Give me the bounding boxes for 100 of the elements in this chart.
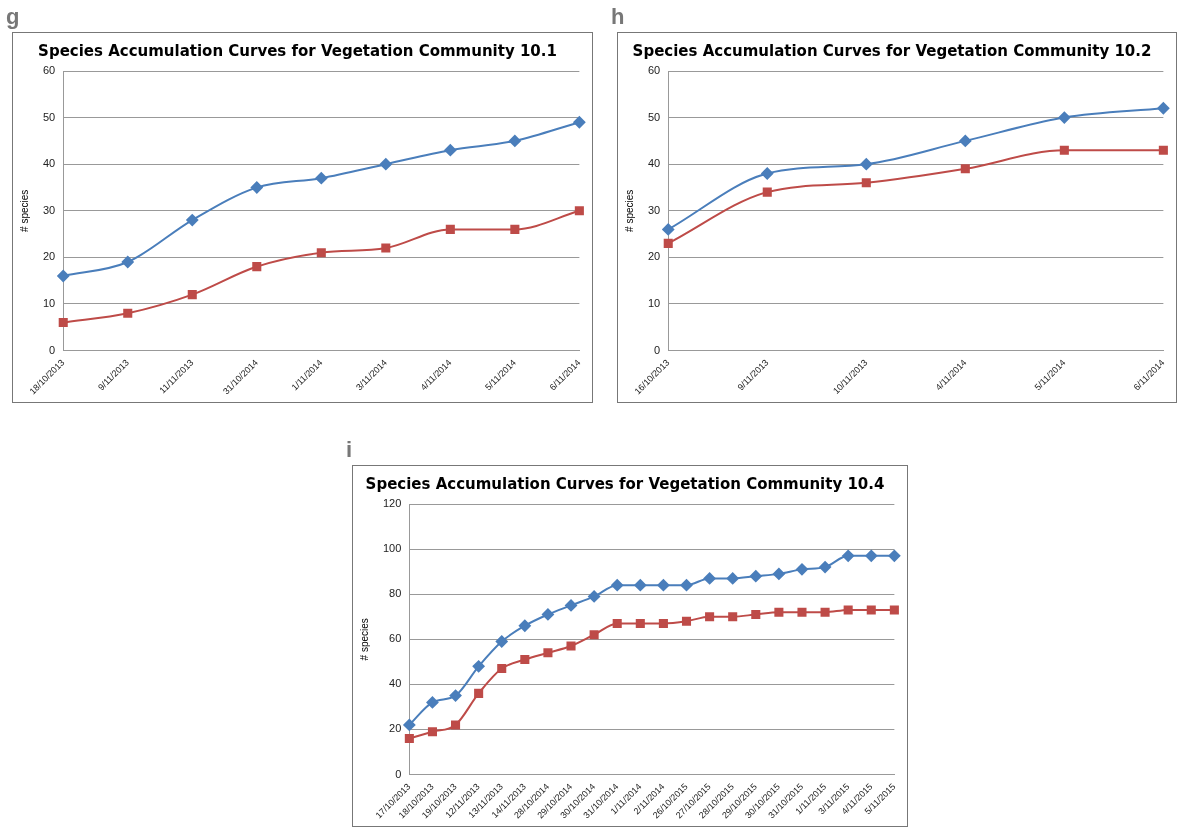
point xyxy=(612,618,622,629)
y-tick-label: 40 xyxy=(647,157,661,170)
y-axis-title: # species xyxy=(358,618,370,661)
point xyxy=(451,720,461,730)
point xyxy=(252,262,262,272)
y-tick-label: 60 xyxy=(42,64,56,77)
chart-title: Species Accumulation Curves for Vegetation Community 10.1 xyxy=(38,41,557,60)
point xyxy=(121,256,134,268)
point xyxy=(797,607,807,617)
y-tick-label: 20 xyxy=(389,722,402,735)
point xyxy=(58,318,68,328)
y-axis-title: # species xyxy=(18,189,30,232)
point xyxy=(658,618,668,629)
text: g xyxy=(6,4,20,30)
point xyxy=(749,570,762,583)
y-tick-label: 0 xyxy=(654,343,661,356)
point xyxy=(449,689,462,702)
point xyxy=(865,549,878,562)
point xyxy=(589,630,599,640)
point xyxy=(508,134,521,147)
y-axis-title: # species xyxy=(623,189,635,232)
point xyxy=(774,607,784,617)
point xyxy=(635,618,645,629)
point xyxy=(541,608,554,621)
y-tick-label: 20 xyxy=(647,250,661,263)
point xyxy=(427,727,437,737)
point xyxy=(761,167,774,180)
point xyxy=(889,605,899,615)
point xyxy=(379,158,392,171)
point xyxy=(705,612,715,622)
y-tick-label: 50 xyxy=(647,110,661,123)
point xyxy=(543,648,553,658)
point xyxy=(495,635,508,648)
point xyxy=(820,607,830,617)
y-tick-label: 120 xyxy=(382,497,402,510)
point xyxy=(843,605,853,615)
point xyxy=(662,223,675,236)
point xyxy=(819,561,832,574)
y-tick-label: 30 xyxy=(42,203,56,216)
point xyxy=(1058,111,1071,124)
point xyxy=(772,567,785,580)
point xyxy=(681,616,692,626)
point xyxy=(497,664,507,674)
point xyxy=(703,572,716,585)
point xyxy=(588,590,601,603)
point xyxy=(726,572,739,585)
y-tick-label: 40 xyxy=(42,157,56,170)
point xyxy=(663,238,673,248)
point xyxy=(381,243,391,253)
point xyxy=(751,609,761,619)
point xyxy=(1158,145,1168,155)
y-tick-label: 60 xyxy=(647,64,661,77)
point xyxy=(187,290,197,300)
point xyxy=(1157,102,1170,115)
y-tick-label: 10 xyxy=(42,296,56,309)
y-tick-label: 80 xyxy=(389,587,402,600)
point xyxy=(861,178,871,188)
point xyxy=(445,224,455,234)
point xyxy=(1059,145,1069,155)
point xyxy=(250,181,263,194)
point xyxy=(186,214,199,227)
y-tick-label: 0 xyxy=(49,343,56,356)
text: h xyxy=(611,4,625,30)
chart-title: Species Accumulation Curves for Vegetation Community 10.4 xyxy=(365,474,885,493)
point xyxy=(888,549,901,562)
point xyxy=(866,605,876,615)
y-tick-label: 60 xyxy=(389,632,402,645)
point xyxy=(860,158,873,171)
point xyxy=(316,248,326,258)
point xyxy=(57,269,70,282)
chart-title: Species Accumulation Curves for Vegetation Community 10.2 xyxy=(632,41,1152,60)
y-tick-label: 10 xyxy=(647,296,661,309)
point xyxy=(762,187,772,197)
y-tick-label: 0 xyxy=(395,767,402,780)
point xyxy=(566,641,576,651)
point xyxy=(404,733,414,743)
point xyxy=(573,116,586,129)
text: i xyxy=(346,437,353,463)
point xyxy=(842,549,855,562)
point xyxy=(510,224,520,234)
y-tick-label: 40 xyxy=(389,677,402,690)
point xyxy=(123,308,133,318)
y-tick-label: 20 xyxy=(42,250,56,263)
point xyxy=(444,144,457,157)
y-tick-label: 30 xyxy=(647,203,661,216)
point xyxy=(520,655,530,665)
point xyxy=(403,718,416,731)
point xyxy=(657,579,670,592)
point xyxy=(426,696,439,709)
point xyxy=(565,599,578,612)
point xyxy=(574,206,584,216)
point xyxy=(634,579,647,592)
point xyxy=(728,612,738,622)
point xyxy=(795,563,808,576)
y-tick-label: 100 xyxy=(382,542,402,555)
point xyxy=(960,164,970,174)
point xyxy=(472,660,485,673)
point xyxy=(474,688,484,698)
point xyxy=(611,579,624,592)
point xyxy=(680,579,693,592)
